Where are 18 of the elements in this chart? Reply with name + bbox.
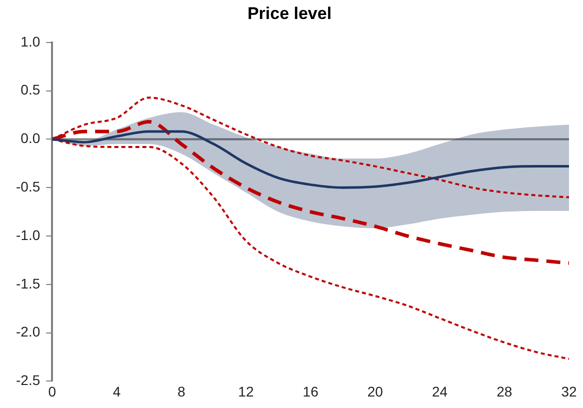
- y-tick-label: -2.0: [16, 324, 40, 340]
- x-tick-label: 0: [48, 383, 56, 400]
- x-tick-label: 4: [112, 383, 121, 400]
- x-tick-label: 20: [367, 383, 384, 400]
- x-tick-label: 24: [432, 383, 448, 400]
- y-tick-label: -1.0: [16, 226, 40, 243]
- chart-title: Price level: [247, 4, 332, 23]
- y-tick-label: -0.5: [16, 178, 40, 194]
- x-tick-label: 12: [238, 383, 254, 400]
- y-tick-label: -2.5: [16, 372, 40, 388]
- x-tick-label: 32: [561, 383, 577, 400]
- x-tick-label: 28: [496, 383, 512, 400]
- x-tick-label: 8: [177, 383, 186, 400]
- x-tick-label: 16: [302, 383, 319, 400]
- y-tick-label: 0.0: [20, 130, 40, 146]
- y-tick-label: 1.0: [20, 33, 40, 50]
- y-tick-label: -1.5: [16, 275, 40, 292]
- y-tick-label: 0.5: [20, 82, 40, 98]
